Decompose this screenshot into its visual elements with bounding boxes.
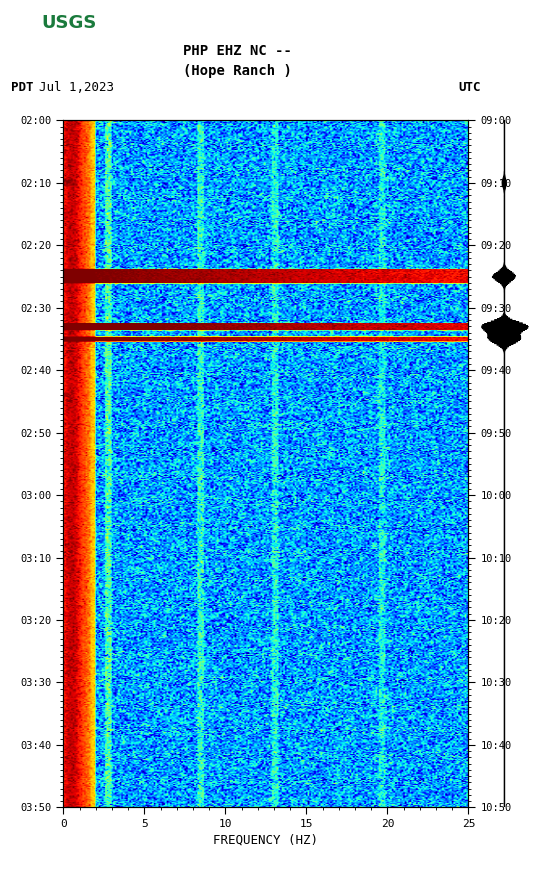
Text: (Hope Ranch ): (Hope Ranch ): [183, 64, 292, 78]
X-axis label: FREQUENCY (HZ): FREQUENCY (HZ): [214, 833, 319, 847]
Text: UTC: UTC: [458, 80, 481, 94]
Text: USGS: USGS: [41, 14, 97, 32]
Text: PHP EHZ NC --: PHP EHZ NC --: [183, 44, 292, 58]
Text: PDT: PDT: [11, 80, 34, 94]
Text: Jul 1,2023: Jul 1,2023: [39, 80, 114, 94]
